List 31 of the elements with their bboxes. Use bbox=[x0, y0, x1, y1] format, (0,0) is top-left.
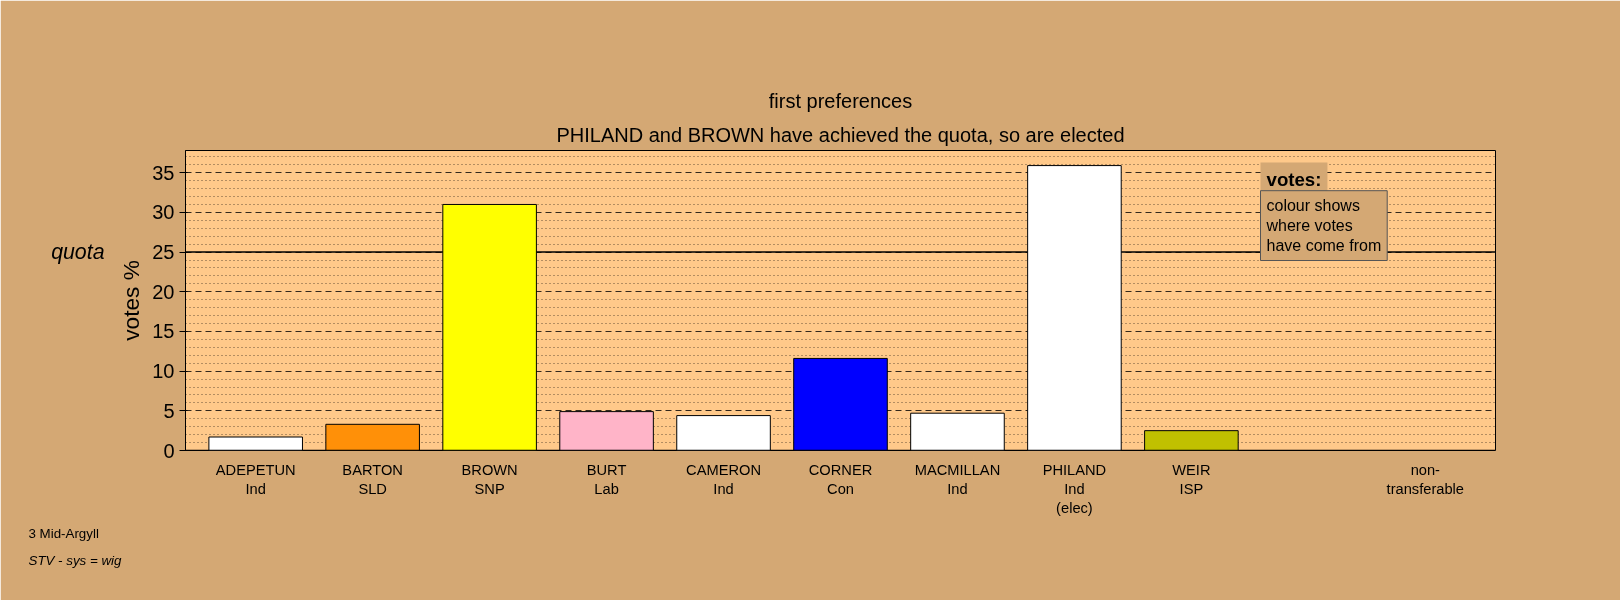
chart-subtitle: PHILAND and BROWN have achieved the quota, so are elected bbox=[556, 123, 1125, 146]
x-tick-label: MACMILLAN Ind bbox=[914, 461, 1001, 497]
y-tick-label: 0 bbox=[163, 439, 175, 462]
y-tick-label: 35 bbox=[152, 161, 175, 184]
x-tick-label: CAMERON Ind bbox=[686, 461, 761, 497]
text: 3 Mid-Argyll bbox=[28, 525, 99, 541]
annotation: colour shows where votes have come from bbox=[1265, 196, 1382, 255]
bar bbox=[208, 436, 303, 451]
x-tick-label: ADEPETUN Ind bbox=[215, 461, 296, 497]
y-tick-label: 5 bbox=[163, 399, 175, 422]
x-tick-label: non- transferable bbox=[1386, 461, 1465, 497]
y-tick-label: 25 bbox=[152, 241, 175, 264]
annotation: votes: bbox=[1266, 168, 1322, 190]
bar bbox=[676, 415, 771, 451]
text: STV - sys = wig bbox=[28, 552, 123, 568]
y-tick-label: 30 bbox=[152, 201, 175, 224]
bar bbox=[910, 412, 1005, 451]
y-tick-label: 10 bbox=[152, 360, 175, 383]
x-tick-label: BROWN SNP bbox=[461, 461, 518, 497]
x-tick-label: BARTON SLD bbox=[342, 461, 403, 497]
x-tick-label: BURT Lab bbox=[586, 461, 627, 497]
x-tick-label: PHILAND Ind (elec) bbox=[1042, 461, 1107, 516]
y-tick-label: 20 bbox=[152, 280, 175, 303]
chart-title: first preferences bbox=[768, 89, 913, 112]
x-tick-label: CORNER Con bbox=[808, 461, 873, 497]
y-axis-title: votes % bbox=[118, 260, 145, 341]
x-tick-label: WEIR ISP bbox=[1172, 461, 1211, 497]
ref-line-label: quota bbox=[51, 240, 105, 265]
y-tick-label: 15 bbox=[152, 320, 175, 343]
bar bbox=[325, 423, 420, 451]
bar bbox=[1144, 430, 1239, 451]
